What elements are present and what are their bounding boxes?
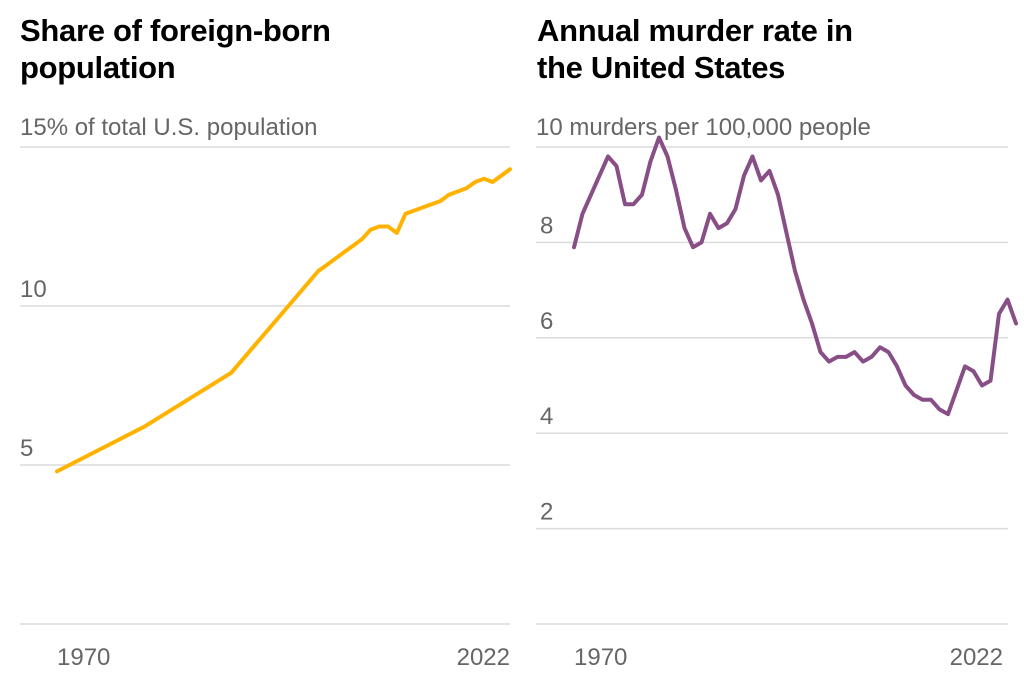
- chart-1: 10 5 1970 2022: [20, 146, 512, 671]
- chart-2-title: Annual murder rate in the United States: [537, 13, 853, 85]
- chart-1-top-tick-label: 15% of total U.S. population: [20, 114, 318, 141]
- series-line: [55, 167, 512, 474]
- chart-2: 8 6 4 2 1970 2022: [536, 135, 1018, 671]
- x-tick-label: 2022: [457, 644, 510, 671]
- y-tick-label: 8: [540, 212, 553, 239]
- y-tick-label: 6: [540, 308, 553, 335]
- x-tick-label: 2022: [950, 644, 1003, 671]
- chart-1-title: Share of foreign-born population: [20, 13, 331, 85]
- y-tick-label: 4: [540, 403, 553, 430]
- x-tick-label: 1970: [57, 644, 110, 671]
- chart-2-top-tick-label: 10 murders per 100,000 people: [536, 114, 871, 141]
- series-line: [572, 135, 1018, 417]
- y-tick-label: 2: [540, 499, 553, 526]
- x-tick-label: 1970: [574, 644, 627, 671]
- y-tick-label: 10: [20, 276, 47, 303]
- y-tick-label: 5: [20, 435, 33, 462]
